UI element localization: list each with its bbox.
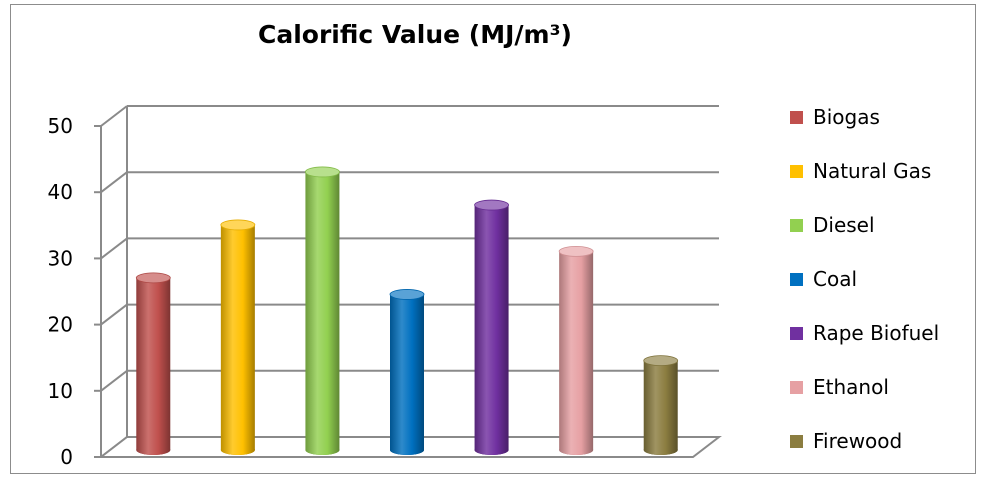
- legend-swatch: [790, 380, 803, 394]
- legend-label: Diesel: [813, 213, 875, 237]
- wall-diagonal: [100, 303, 128, 326]
- legend-swatch: [790, 272, 803, 286]
- legend-label: Rape Biofuel: [813, 321, 940, 345]
- bar-biogas: [135, 272, 171, 455]
- wall-diagonal: [100, 237, 128, 260]
- bar-top: [305, 166, 340, 178]
- legend-item: Diesel: [790, 210, 875, 240]
- legend-item: Natural Gas: [790, 156, 931, 186]
- bar-rape-biofuel: [474, 199, 509, 455]
- legend-item: Firewood: [790, 426, 902, 456]
- bar-body: [474, 205, 509, 450]
- chart-title: Calorific Value (MJ/m³): [258, 20, 572, 49]
- y-axis: 0 10 20 30 40 50: [48, 114, 102, 469]
- bar-bottom: [643, 445, 678, 455]
- bar-ethanol: [558, 245, 594, 455]
- bar-top: [643, 355, 679, 367]
- legend-swatch: [790, 110, 803, 124]
- bar-body: [559, 251, 594, 450]
- y-tick-label: 20: [48, 313, 73, 337]
- bar-bottom: [390, 445, 424, 455]
- legend-item: Ethanol: [790, 372, 889, 402]
- y-tick-label: 40: [48, 180, 73, 204]
- bar-body: [390, 294, 424, 450]
- bar-body: [136, 277, 171, 450]
- bar-bottom: [220, 445, 255, 455]
- bar-natural-gas: [220, 219, 256, 455]
- legend-label: Natural Gas: [813, 159, 932, 183]
- y-tick-label: 50: [48, 114, 73, 138]
- bar-bottom: [136, 445, 171, 455]
- legend-item: Coal: [790, 264, 857, 294]
- bar-diesel: [305, 166, 340, 455]
- y-tick-label: 30: [48, 246, 73, 270]
- bar-firewood: [643, 355, 679, 455]
- bar-body: [305, 171, 340, 450]
- bar-coal: [389, 289, 425, 455]
- legend-swatch: [790, 218, 803, 232]
- legend-label: Ethanol: [813, 375, 889, 399]
- y-tick-label: 0: [60, 445, 73, 469]
- legend-item: Biogas: [790, 102, 880, 132]
- bar-bottom: [305, 445, 340, 455]
- y-tick-label: 10: [48, 379, 73, 403]
- legend-label: Coal: [813, 267, 858, 291]
- bar-top: [135, 272, 171, 284]
- bar-body: [220, 224, 255, 450]
- wall-diagonal: [100, 171, 128, 193]
- bar-bottom: [474, 445, 509, 455]
- legend-swatch: [790, 164, 803, 178]
- legend-label: Firewood: [813, 429, 903, 453]
- legend-swatch: [790, 434, 803, 448]
- legend-swatch: [790, 326, 803, 340]
- bar-bottom: [559, 445, 594, 455]
- bars: [135, 166, 679, 455]
- wall-diagonal: [100, 370, 128, 392]
- bar-top: [220, 219, 256, 231]
- wall-diagonal: [100, 105, 128, 127]
- bar-top: [389, 289, 425, 300]
- bar-top: [474, 199, 509, 211]
- legend-item: Rape Biofuel: [790, 318, 939, 348]
- bar-body: [643, 360, 678, 450]
- bar-top: [558, 245, 594, 257]
- legend-label: Biogas: [813, 105, 880, 129]
